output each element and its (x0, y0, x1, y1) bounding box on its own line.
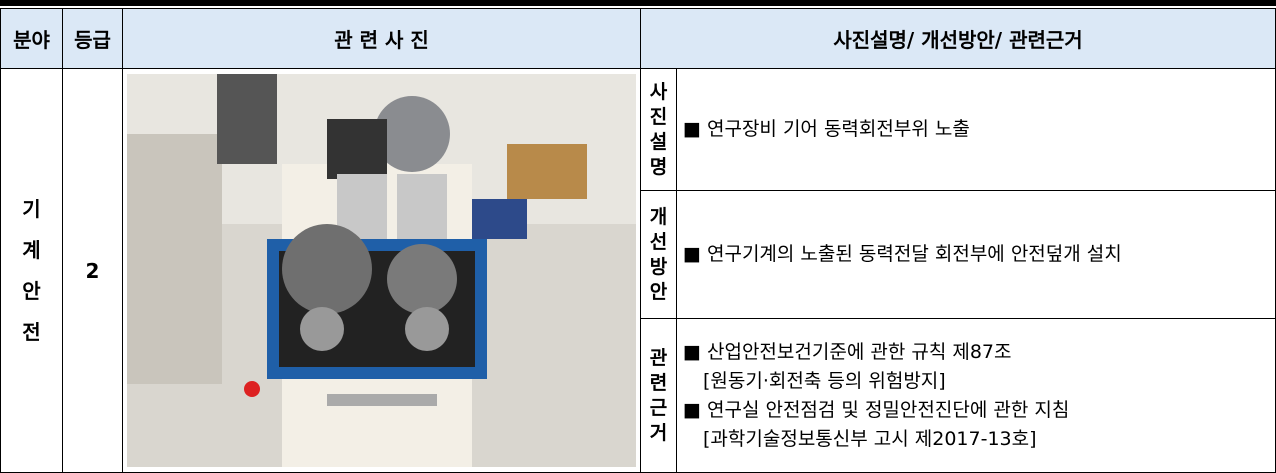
grade-cell: 2 (62, 68, 123, 473)
section-label-cell: 개선방안 (640, 190, 677, 319)
field-text: 기계안전 (22, 196, 41, 344)
section-content: ■ 산업안전보건기준에 관한 규칙 제87조 [원동기·회전축 등의 위험방지]… (676, 318, 1276, 473)
header-text: 등급 (74, 28, 111, 52)
section-content: ■ 연구기계의 노출된 동력전달 회전부에 안전덮개 설치 (676, 190, 1276, 319)
section-label-cell: 관련근거 (640, 318, 677, 473)
section-label-cell: 사진설명 (640, 68, 677, 191)
section-line: ■ 연구장비 기어 동력회전부위 노출 (683, 118, 970, 140)
section-line: ■ 산업안전보건기준에 관한 규칙 제87조 (683, 340, 1012, 363)
section-line: [원동기·회전축 등의 위험방지] (703, 369, 946, 392)
header-cell: 사진설명/ 개선방안/ 관련근거 (640, 8, 1276, 69)
header-cell: 등급 (62, 8, 123, 69)
header-text: 사진설명/ 개선방안/ 관련근거 (833, 28, 1083, 52)
top-rule (0, 0, 1276, 6)
grade-text: 2 (85, 258, 100, 283)
header-text: 관 련 사 진 (334, 28, 429, 52)
section-label: 개선방안 (649, 205, 668, 303)
header-cell: 관 련 사 진 (122, 8, 641, 69)
section-line: ■ 연구기계의 노출된 동력전달 회전부에 안전덮개 설치 (683, 243, 1122, 265)
header-text: 분야 (13, 28, 50, 52)
section-content: ■ 연구장비 기어 동력회전부위 노출 (676, 68, 1276, 191)
photo-cell (122, 68, 641, 473)
section-line: [과학기술정보통신부 고시 제2017-13호] (703, 427, 1037, 450)
section-line: ■ 연구실 안전점검 및 정밀안전진단에 관한 지침 (683, 398, 1070, 421)
section-label: 사진설명 (649, 80, 668, 178)
photo (127, 74, 636, 467)
section-lines: ■ 산업안전보건기준에 관한 규칙 제87조 [원동기·회전축 등의 위험방지]… (683, 338, 1069, 454)
section-label: 관련근거 (649, 346, 668, 444)
header-cell: 분야 (0, 8, 63, 69)
field-cell: 기계안전 (0, 68, 63, 473)
